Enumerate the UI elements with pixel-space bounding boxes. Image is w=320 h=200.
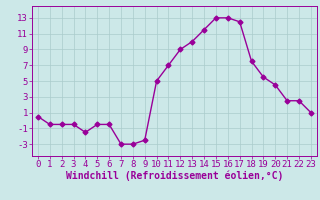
- X-axis label: Windchill (Refroidissement éolien,°C): Windchill (Refroidissement éolien,°C): [66, 171, 283, 181]
